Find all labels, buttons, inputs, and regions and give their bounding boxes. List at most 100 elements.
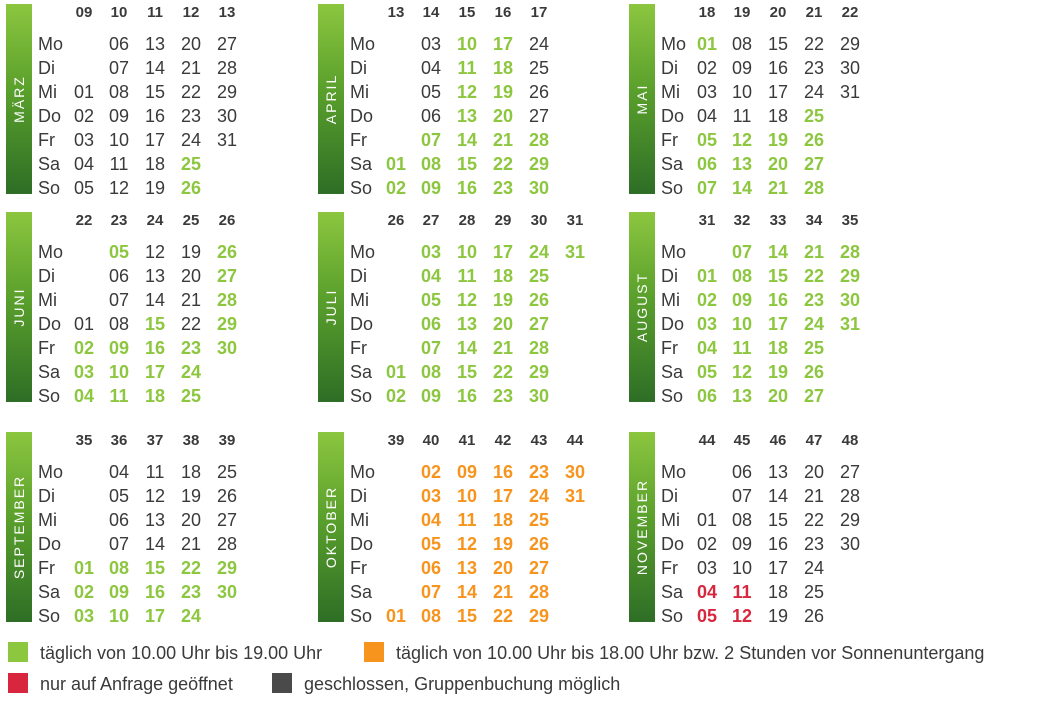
day-name: Mi (38, 510, 57, 530)
calendar-day: 16 (456, 178, 478, 198)
month-september: SEPTEMBER 35 36 37 38 39 Mo 04 11 18 25 Di 05 12 19 26 M… (6, 432, 316, 626)
calendar-day: 14 (144, 534, 166, 554)
week-number: 22 (75, 212, 93, 229)
day-name: So (350, 178, 373, 198)
calendar-day: 09 (731, 534, 753, 554)
day-name: Fr (661, 130, 678, 150)
calendar-day: 07 (108, 534, 130, 554)
calendar-day: 16 (144, 106, 166, 126)
calendar-day: 27 (216, 510, 238, 530)
day-name: Di (350, 58, 367, 78)
day-name: Sa (38, 582, 61, 602)
calendar-day: 04 (73, 386, 95, 406)
calendar-day: 24 (528, 486, 550, 506)
calendar-day: 15 (144, 558, 166, 578)
week-number: 44 (698, 432, 716, 449)
week-number: 12 (182, 4, 200, 21)
calendar-day: 01 (385, 606, 407, 626)
day-name: Di (661, 58, 678, 78)
calendar-day: 03 (696, 82, 718, 102)
day-name: Sa (350, 582, 373, 602)
calendar-day: 02 (385, 386, 407, 406)
day-name: So (350, 386, 373, 406)
week-number: 25 (182, 212, 200, 229)
calendar-day: 26 (528, 82, 550, 102)
day-name: Mo (661, 462, 687, 482)
calendar-day: 27 (839, 462, 861, 482)
calendar-day: 21 (180, 58, 202, 78)
day-name: Mo (661, 242, 687, 262)
calendar-day: 05 (73, 178, 95, 198)
calendar-day: 01 (696, 266, 718, 286)
calendar-day: 27 (803, 386, 825, 406)
calendar-day: 22 (803, 266, 825, 286)
calendar-day: 30 (216, 106, 238, 126)
calendar-day: 05 (420, 534, 442, 554)
calendar-day: 09 (731, 58, 753, 78)
calendar-day: 22 (180, 314, 202, 334)
week-number: 09 (75, 4, 93, 21)
legend-swatch-gray (272, 673, 292, 693)
calendar-day: 15 (767, 34, 789, 54)
legend-text-green: täglich von 10.00 Uhr bis 19.00 Uhr (40, 643, 323, 663)
calendar-day: 26 (216, 486, 238, 506)
week-number: 15 (458, 4, 476, 21)
calendar-day: 25 (216, 462, 238, 482)
month-name: OKTOBER (323, 485, 339, 569)
calendar-day: 15 (144, 314, 166, 334)
calendar-day: 13 (144, 266, 166, 286)
week-number: 47 (805, 432, 823, 449)
day-name: Mi (350, 510, 369, 530)
calendar-day: 02 (385, 178, 407, 198)
day-name: Do (661, 314, 685, 334)
day-name: Mi (350, 82, 369, 102)
calendar-day: 10 (731, 314, 753, 334)
calendar-day: 11 (732, 582, 752, 602)
week-number: 27 (422, 212, 440, 229)
calendar-day: 08 (108, 558, 130, 578)
calendar-day: 08 (731, 510, 753, 530)
day-name: Mo (38, 462, 64, 482)
calendar-day: 19 (492, 534, 514, 554)
month-name: SEPTEMBER (11, 474, 27, 580)
calendar-day: 10 (108, 606, 130, 626)
week-number: 13 (387, 4, 405, 21)
calendar-day: 24 (180, 130, 202, 150)
calendar-day: 06 (108, 34, 130, 54)
day-name: Sa (661, 362, 684, 382)
calendar-day: 31 (839, 82, 861, 102)
calendar-day: 18 (492, 266, 514, 286)
calendar-day: 18 (492, 510, 514, 530)
week-number: 28 (458, 212, 476, 229)
month-name: MAI (634, 83, 650, 115)
calendar-day: 19 (767, 362, 789, 382)
day-name: Di (38, 58, 55, 78)
calendar-day: 28 (216, 534, 238, 554)
calendar-day: 02 (696, 58, 718, 78)
day-name: Fr (350, 130, 367, 150)
week-number: 46 (769, 432, 787, 449)
calendar-day: 28 (216, 290, 238, 310)
calendar-day: 05 (108, 486, 130, 506)
calendar-day: 29 (839, 510, 861, 530)
calendar-day: 25 (528, 58, 550, 78)
day-name: Sa (350, 154, 373, 174)
month-mai: MAI 18 19 20 21 22 Mo 01 08 15 22 29 Di 02 09 16 23 30 Mi 0… (629, 4, 939, 198)
calendar-day: 27 (528, 106, 550, 126)
calendar-day: 16 (144, 338, 166, 358)
calendar-day: 20 (180, 34, 202, 54)
week-number: 35 (75, 432, 93, 449)
day-name: Fr (350, 338, 367, 358)
calendar-day: 08 (420, 154, 442, 174)
calendar-day: 01 (73, 558, 95, 578)
calendar-day: 12 (456, 290, 478, 310)
calendar-day: 19 (767, 606, 789, 626)
calendar-day: 20 (492, 558, 514, 578)
calendar-day: 30 (528, 178, 550, 198)
month-name: MÄRZ (11, 75, 27, 123)
calendar-day: 25 (528, 266, 550, 286)
calendar-day: 07 (696, 178, 718, 198)
calendar-day: 15 (144, 82, 166, 102)
month-name: AUGUST (634, 271, 650, 343)
calendar-day: 01 (696, 510, 718, 530)
